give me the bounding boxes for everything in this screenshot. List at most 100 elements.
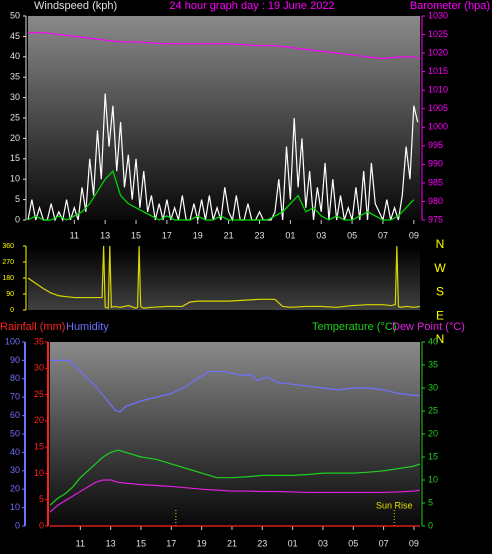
x-tick-label: 21 (227, 538, 237, 548)
y2-tick-label: 1020 (428, 47, 448, 57)
series-line (49, 449, 421, 506)
series-line (27, 245, 421, 310)
y2-tick-label: 10 (428, 474, 438, 484)
series-line (50, 359, 420, 413)
y2-tick-label: 1015 (428, 66, 448, 76)
series-line (27, 93, 419, 223)
x-tick-label: 13 (100, 230, 110, 240)
y2-tick-label: 15 (428, 451, 438, 461)
y-tick-label: 90 (6, 291, 14, 298)
y-tick-label: 15 (10, 153, 20, 163)
series-line (28, 32, 421, 60)
y-tick-label: 40 (10, 51, 20, 61)
x-tick-label: 17 (166, 538, 176, 548)
y-tick-label: 10 (10, 502, 20, 512)
y-tick-label: 40 (10, 447, 20, 457)
y3-tick-label: 15 (34, 442, 44, 452)
y3-tick-label: 10 (34, 468, 44, 478)
legend-label: Humidity (66, 321, 109, 333)
y-tick-label: 35 (10, 72, 20, 82)
legend-label: Dew Point (°C) (392, 321, 465, 333)
x-tick-label: 17 (162, 230, 172, 240)
y-tick-label: 360 (2, 243, 14, 250)
y2-tick-label: 975 (428, 214, 443, 224)
y-tick-label: 5 (15, 194, 20, 204)
y-tick-label: 60 (10, 410, 20, 420)
y-tick-label: 80 (10, 373, 20, 383)
y-tick-label: 20 (10, 484, 20, 494)
y-tick-label: 0 (10, 307, 14, 314)
legend-label: Temperature (°C) (312, 321, 396, 333)
y-tick-label: 180 (2, 275, 14, 282)
y-tick-label: 30 (10, 465, 20, 475)
y2-tick-label: 30 (428, 382, 438, 392)
x-tick-label: 05 (348, 538, 358, 548)
x-tick-label: 11 (70, 230, 79, 240)
x-tick-label: 03 (318, 538, 328, 548)
plot-area (28, 246, 420, 310)
y2-tick-label: 25 (428, 405, 438, 415)
y-tick-label: 10 (10, 174, 20, 184)
y2-tick-label: 1010 (428, 85, 448, 95)
y2-tick-label: 35 (428, 359, 438, 369)
series-line (27, 169, 415, 221)
y-tick-label: 0 (15, 214, 20, 224)
x-tick-label: 15 (131, 230, 141, 240)
y2-tick-label: 5 (428, 497, 433, 507)
y2-tick-label: 980 (428, 196, 443, 206)
y-tick-label: 20 (10, 133, 20, 143)
annotation: Sun Rise (376, 500, 413, 510)
x-tick-label: 05 (347, 230, 357, 240)
x-tick-label: 01 (285, 230, 295, 240)
x-tick-label: 13 (106, 538, 116, 548)
y2-tick-label: N (436, 237, 445, 251)
chart-title: 24 hour graph day : 19 June 2022 (169, 0, 334, 12)
y3-tick-label: 5 (39, 494, 44, 504)
x-tick-label: 07 (379, 538, 389, 548)
y-tick-label: 45 (10, 31, 20, 41)
y-tick-label: 50 (10, 10, 20, 20)
y-tick-label: 270 (2, 259, 14, 266)
y2-tick-label: 1000 (428, 122, 448, 132)
y-axis-title: Windspeed (kph) (34, 0, 117, 12)
y2-tick-label: 1025 (428, 29, 448, 39)
y2-tick-label: 40 (428, 336, 438, 346)
plot-area (50, 342, 420, 526)
y-tick-label: 50 (10, 428, 20, 438)
y3-tick-label: 35 (34, 336, 44, 346)
y2-tick-label: W (434, 261, 446, 275)
x-tick-label: 03 (316, 230, 326, 240)
x-tick-label: 11 (76, 538, 85, 548)
y2-tick-label: N (436, 332, 445, 346)
y-tick-label: 30 (10, 92, 20, 102)
x-tick-label: 23 (254, 230, 264, 240)
y2-tick-label: S (436, 285, 444, 299)
y3-tick-label: 20 (34, 415, 44, 425)
plot-area (28, 16, 420, 220)
y2-tick-label: 1030 (428, 10, 448, 20)
y-tick-label: 25 (10, 112, 20, 122)
x-tick-label: 01 (288, 538, 298, 548)
y2-tick-label: 995 (428, 140, 443, 150)
y2-tick-label: 985 (428, 177, 443, 187)
y-tick-label: 0 (15, 520, 20, 530)
x-tick-label: 07 (378, 230, 388, 240)
y-tick-label: 90 (10, 355, 20, 365)
series-line (49, 479, 421, 513)
y2-axis-title: Barometer (hpa) (410, 0, 490, 12)
x-tick-label: 09 (409, 538, 419, 548)
y-tick-label: 70 (10, 392, 20, 402)
x-tick-label: 15 (136, 538, 146, 548)
y2-tick-label: 1005 (428, 103, 448, 113)
x-tick-label: 19 (197, 538, 207, 548)
y2-tick-label: 0 (428, 520, 433, 530)
legend-label: Rainfall (mm) (0, 321, 65, 333)
x-tick-label: 19 (193, 230, 203, 240)
y-tick-label: 100 (5, 336, 20, 346)
y3-tick-label: 25 (34, 389, 44, 399)
x-tick-label: 23 (257, 538, 267, 548)
y2-tick-label: 990 (428, 159, 443, 169)
y2-tick-label: 20 (428, 428, 438, 438)
y2-tick-label: E (436, 308, 444, 322)
